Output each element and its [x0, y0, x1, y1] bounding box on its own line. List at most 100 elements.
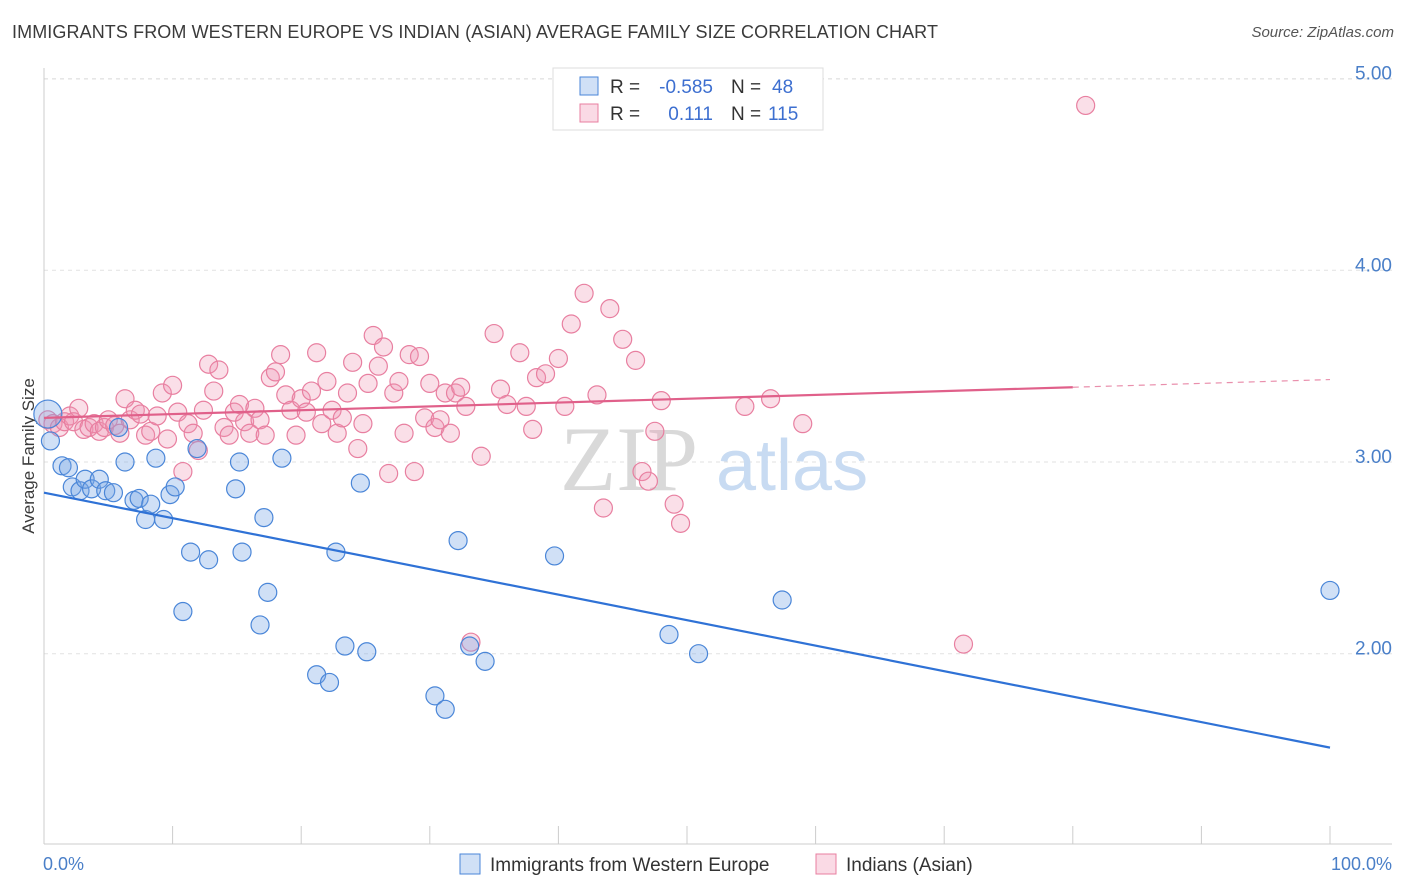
series-label-western-europe: Immigrants from Western Europe [490, 855, 769, 876]
point-indians [152, 383, 172, 403]
point-indians [348, 438, 368, 459]
point-western-europe [58, 458, 79, 478]
point-indians [38, 410, 58, 430]
legend-r-label-1: R = [610, 77, 640, 98]
y-tick-label: 4.00 [1355, 255, 1392, 276]
point-indians [384, 383, 404, 403]
point-western-europe [544, 546, 565, 566]
point-western-europe [146, 448, 166, 468]
point-western-europe [460, 636, 480, 656]
point-western-europe [319, 672, 340, 693]
point-indians [484, 323, 504, 344]
point-western-europe [659, 624, 679, 645]
point-indians [173, 461, 193, 482]
point-indians [229, 394, 250, 415]
point-western-europe [173, 601, 193, 622]
legend-r-value-1: -0.585 [659, 77, 713, 98]
point-western-europe [153, 509, 174, 530]
point-indians [219, 425, 239, 445]
trend-lines [43, 378, 1331, 749]
point-indians [561, 314, 581, 334]
point-indians [440, 423, 460, 443]
point-indians [353, 414, 373, 434]
point-western-europe [181, 542, 201, 562]
legend-n-label-1: N = [731, 77, 761, 98]
trend-line-indians [43, 386, 1073, 420]
point-indians [587, 385, 607, 405]
point-western-europe [33, 399, 63, 429]
point-indians [379, 463, 399, 484]
point-western-europe [335, 636, 355, 656]
trend-line-indians-extension [1072, 378, 1331, 388]
point-western-europe [226, 479, 246, 499]
correlation-legend: R = -0.585 N = 48 R = 0.111 N = 115 [552, 67, 824, 131]
point-indians [516, 396, 536, 417]
point-western-europe [232, 542, 252, 562]
point-indians [337, 383, 358, 403]
point-indians [343, 352, 363, 372]
point-western-europe [96, 481, 116, 501]
point-western-europe [165, 477, 185, 497]
grid-lines [44, 78, 1392, 655]
point-western-europe [435, 699, 455, 719]
series-swatch-blue [459, 853, 481, 875]
point-indians [327, 423, 347, 443]
point-indians [260, 368, 280, 388]
point-indians [199, 354, 219, 374]
point-indians [548, 348, 569, 369]
series-swatch-pink [815, 853, 837, 875]
point-indians [451, 377, 471, 397]
legend-r-value-2: 0.111 [668, 104, 713, 125]
point-indians [420, 373, 440, 394]
point-indians [276, 385, 296, 405]
point-indians [389, 371, 409, 392]
point-indians [1076, 95, 1096, 116]
point-indians [79, 417, 99, 438]
legend-n-value-2: 115 [768, 104, 798, 125]
point-western-europe [1320, 580, 1340, 601]
point-western-europe [89, 469, 109, 489]
point-indians [409, 346, 430, 367]
point-indians [664, 494, 684, 514]
point-indians [240, 423, 260, 443]
point-indians [445, 383, 466, 403]
point-indians [625, 350, 646, 370]
point-western-europe [115, 452, 135, 472]
point-indians [368, 356, 388, 376]
point-indians [760, 389, 781, 409]
point-western-europe [357, 642, 377, 662]
series-label-indians: Indians (Asian) [846, 855, 973, 876]
y-axis-label: Average Family Size [19, 378, 38, 534]
point-indians [613, 329, 633, 349]
point-indians [301, 381, 322, 401]
point-indians [510, 343, 530, 363]
point-western-europe [187, 438, 207, 459]
watermark-atlas: atlas [716, 426, 868, 506]
point-western-europe [108, 417, 129, 438]
point-indians [286, 425, 306, 445]
trend-line-western-europe [43, 491, 1331, 749]
legend-r-label-2: R = [610, 104, 640, 125]
legend-swatch-blue [579, 76, 599, 96]
point-western-europe [199, 550, 219, 570]
y-tick-label: 5.00 [1355, 64, 1392, 85]
y-tick-label: 3.00 [1355, 447, 1392, 468]
point-indians [535, 364, 556, 384]
y-tick-label: 2.00 [1355, 639, 1392, 660]
point-indians [163, 375, 183, 395]
point-indians [135, 425, 156, 445]
point-indians [271, 345, 291, 365]
point-western-europe [425, 686, 445, 706]
point-indians [632, 461, 652, 482]
point-indians [69, 398, 89, 418]
point-indians [332, 408, 352, 428]
point-indians [404, 461, 424, 482]
legend-swatch-pink [579, 103, 599, 123]
point-indians [209, 360, 229, 380]
point-western-europe [258, 582, 278, 602]
point-indians [358, 373, 378, 394]
point-western-europe [272, 448, 292, 468]
point-indians [600, 299, 620, 319]
legend-n-label-2: N = [731, 104, 761, 125]
